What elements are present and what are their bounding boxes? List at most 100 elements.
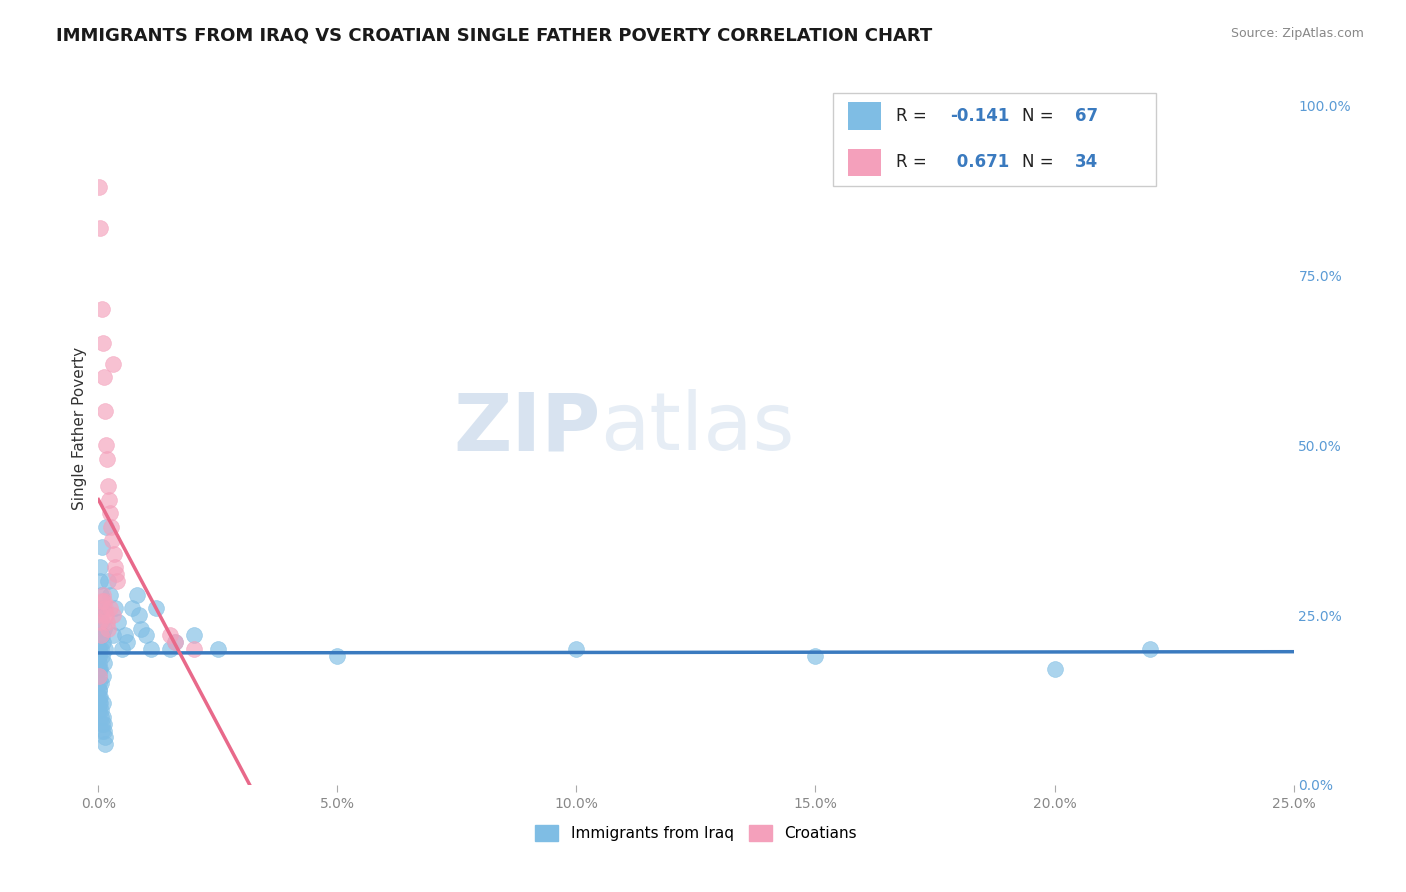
Text: R =: R = — [896, 153, 932, 171]
Point — [163, 635, 186, 649]
Point — [100, 519, 122, 533]
Point — [93, 716, 115, 731]
Point — [87, 676, 110, 690]
Point — [91, 635, 114, 649]
Point — [93, 731, 115, 745]
Point — [93, 642, 115, 657]
Point — [101, 628, 124, 642]
Point — [98, 601, 122, 615]
Point — [89, 690, 111, 704]
Point — [87, 642, 110, 657]
Point — [87, 690, 110, 704]
Point — [125, 588, 148, 602]
Legend: Immigrants from Iraq, Croatians: Immigrants from Iraq, Croatians — [527, 817, 865, 848]
Point — [94, 519, 117, 533]
Point — [183, 628, 205, 642]
Point — [96, 451, 118, 466]
Point — [89, 697, 111, 711]
Point — [90, 703, 112, 717]
Point — [90, 642, 112, 657]
Text: Source: ZipAtlas.com: Source: ZipAtlas.com — [1230, 27, 1364, 40]
Point — [94, 737, 117, 751]
Point — [93, 622, 115, 636]
Point — [89, 682, 111, 697]
Point — [90, 676, 112, 690]
Point — [91, 697, 114, 711]
Point — [101, 357, 124, 371]
FancyBboxPatch shape — [848, 149, 882, 176]
Point — [89, 669, 111, 683]
Point — [135, 628, 157, 642]
Point — [94, 608, 117, 623]
Point — [91, 588, 114, 602]
Point — [101, 608, 124, 623]
Point — [93, 656, 115, 670]
Point — [91, 648, 114, 663]
Point — [96, 615, 118, 629]
Point — [89, 180, 111, 194]
Text: ZIP: ZIP — [453, 389, 600, 467]
Point — [115, 635, 138, 649]
Point — [90, 594, 112, 608]
Text: 34: 34 — [1074, 153, 1098, 171]
Point — [159, 642, 181, 657]
Point — [105, 574, 128, 588]
Point — [1043, 662, 1066, 676]
Point — [163, 635, 186, 649]
Point — [89, 560, 111, 574]
Point — [91, 669, 114, 683]
Point — [89, 608, 111, 623]
Point — [565, 642, 588, 657]
Point — [91, 336, 114, 351]
Point — [89, 220, 111, 235]
Point — [89, 628, 111, 642]
Point — [93, 594, 115, 608]
Point — [97, 574, 120, 588]
Point — [94, 404, 117, 418]
Point — [91, 601, 114, 615]
Point — [87, 662, 110, 676]
Text: IMMIGRANTS FROM IRAQ VS CROATIAN SINGLE FATHER POVERTY CORRELATION CHART: IMMIGRANTS FROM IRAQ VS CROATIAN SINGLE … — [56, 27, 932, 45]
Point — [90, 716, 112, 731]
Point — [89, 574, 111, 588]
Text: -0.141: -0.141 — [950, 107, 1010, 125]
Point — [183, 642, 205, 657]
Point — [97, 479, 120, 493]
Point — [804, 648, 827, 663]
Text: N =: N = — [1022, 107, 1059, 125]
Point — [139, 642, 162, 657]
Point — [90, 628, 112, 642]
Point — [131, 622, 153, 636]
Point — [93, 370, 115, 384]
Point — [91, 710, 114, 724]
Point — [91, 628, 114, 642]
Point — [104, 567, 127, 582]
Point — [98, 506, 121, 520]
Point — [128, 608, 150, 623]
Point — [90, 601, 112, 615]
Text: R =: R = — [896, 107, 932, 125]
Point — [101, 533, 124, 548]
Point — [89, 656, 111, 670]
Point — [207, 642, 229, 657]
Point — [90, 710, 112, 724]
Point — [94, 601, 117, 615]
Point — [87, 697, 110, 711]
Point — [87, 669, 110, 683]
Point — [159, 628, 181, 642]
Point — [87, 648, 110, 663]
Point — [91, 723, 114, 738]
FancyBboxPatch shape — [848, 103, 882, 129]
Text: N =: N = — [1022, 153, 1059, 171]
Point — [90, 608, 112, 623]
Text: 0.671: 0.671 — [950, 153, 1008, 171]
Point — [107, 615, 129, 629]
Point — [1139, 642, 1161, 657]
Point — [89, 662, 111, 676]
Point — [87, 682, 110, 697]
Point — [145, 601, 167, 615]
Point — [97, 492, 120, 507]
FancyBboxPatch shape — [834, 93, 1156, 186]
Y-axis label: Single Father Poverty: Single Father Poverty — [72, 347, 87, 509]
Point — [94, 438, 117, 452]
